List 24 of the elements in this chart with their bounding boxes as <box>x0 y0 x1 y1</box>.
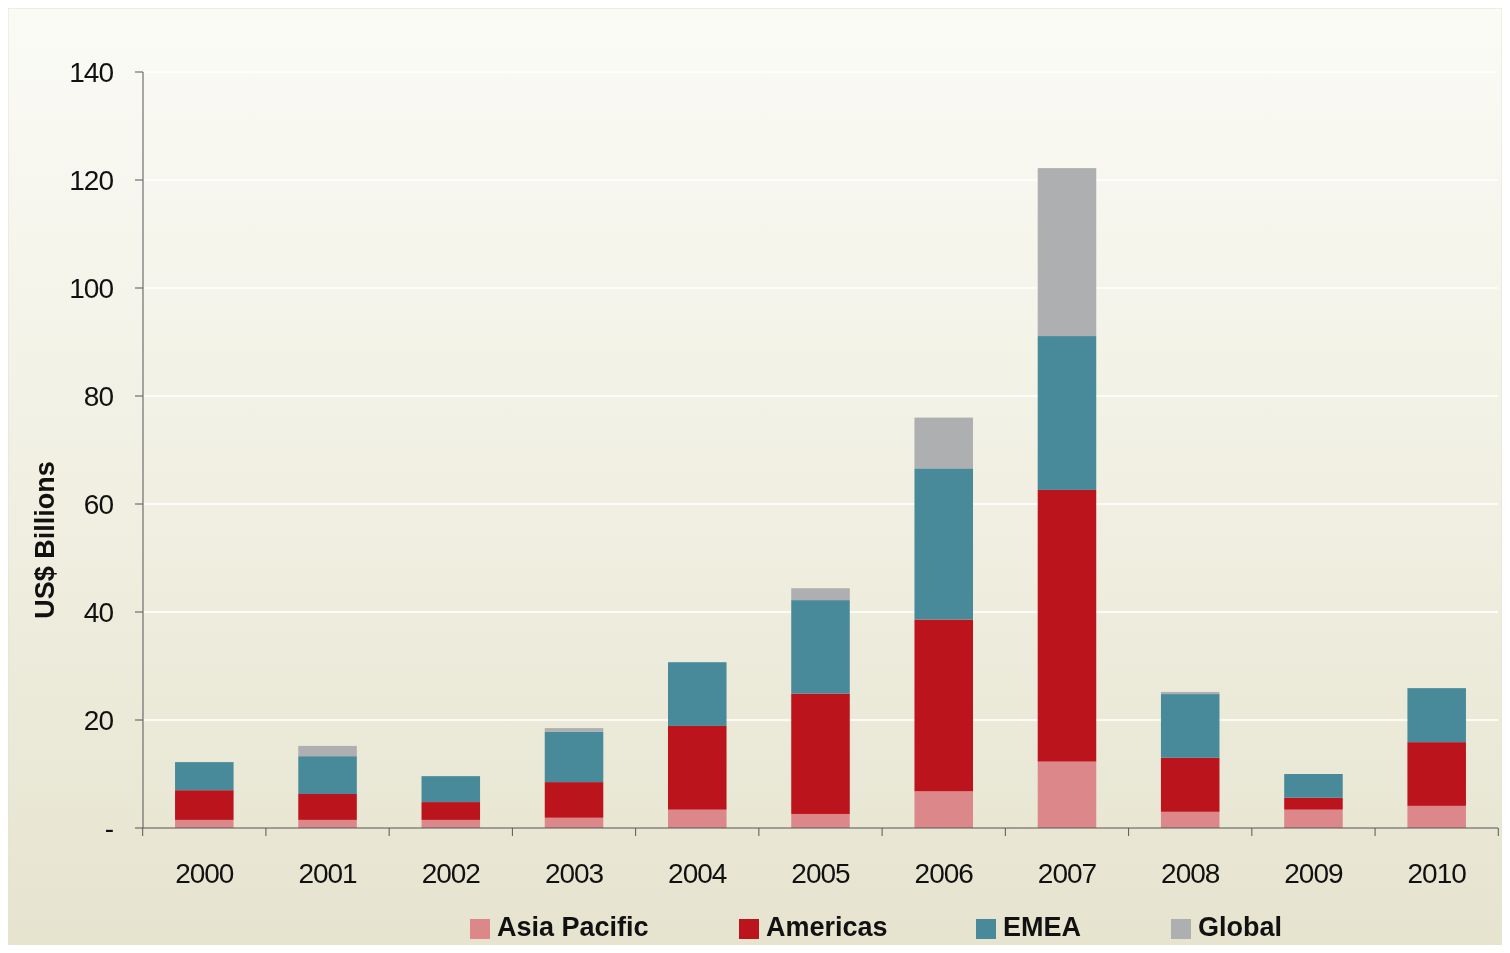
y-tick-label: - <box>104 812 114 844</box>
x-tick-label: 2009 <box>1284 858 1344 889</box>
x-tick-label: 2008 <box>1161 858 1220 889</box>
x-tick-label: 2006 <box>914 858 974 889</box>
y-tick-label: 20 <box>83 704 114 736</box>
legend-label: Asia Pacific <box>497 912 649 942</box>
x-tick-label: 2005 <box>791 858 851 889</box>
y-tick-label: 140 <box>69 56 114 88</box>
y-axis-title: US$ Billions <box>30 461 60 619</box>
x-tick-label: 2004 <box>668 858 727 889</box>
x-tick-label: 2001 <box>298 858 358 889</box>
legend-label: Global <box>1198 912 1283 942</box>
x-tick-label: 2007 <box>1037 858 1097 889</box>
y-tick-label: 80 <box>83 380 114 412</box>
y-tick-label: 60 <box>83 488 114 520</box>
x-tick-label: 2002 <box>421 858 481 889</box>
x-tick-label: 2000 <box>175 858 234 889</box>
x-tick-label: 2010 <box>1407 858 1467 889</box>
legend-label: Americas <box>766 912 888 942</box>
legend-label: EMEA <box>1003 912 1082 942</box>
y-tick-label: 120 <box>69 164 114 196</box>
y-tick-label: 40 <box>83 596 114 628</box>
x-tick-label: 2003 <box>544 858 604 889</box>
y-tick-label: 100 <box>69 272 114 304</box>
